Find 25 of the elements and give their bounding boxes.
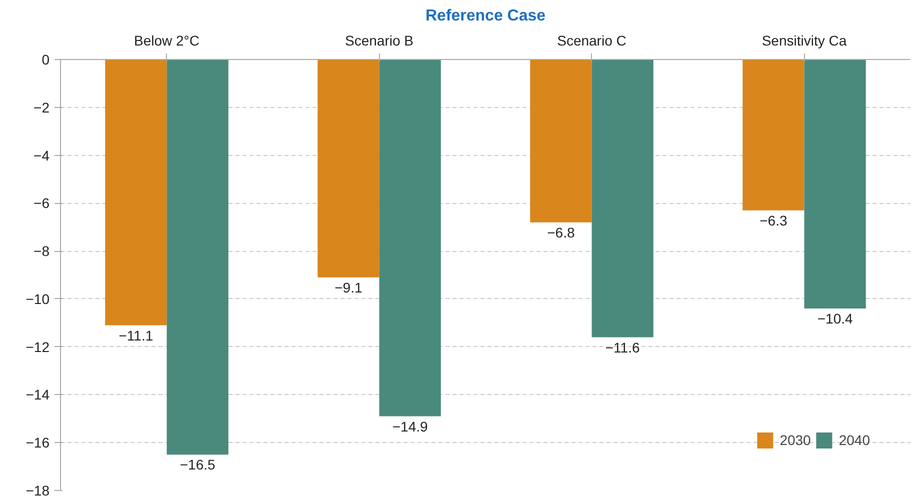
x-tick-label: Scenario C (557, 32, 626, 48)
data-label: −10.4 (817, 310, 853, 327)
data-label: −11.1 (118, 327, 154, 344)
y-tick-label: −12 (26, 338, 50, 355)
data-label: −14.9 (392, 418, 428, 434)
legend-label: 2040 (838, 432, 870, 448)
y-tick-label: −2 (34, 99, 50, 116)
y-tick-label: −14 (26, 386, 50, 403)
y-tick-label: −10 (26, 290, 50, 307)
y-tick-label: −8 (34, 243, 50, 260)
data-label: −11.6 (605, 339, 640, 356)
chart-title: Reference Case (425, 8, 546, 24)
data-label: −6.3 (760, 212, 788, 228)
x-tick-label: Below 2°C (134, 32, 200, 48)
x-tick-label: Scenario B (345, 32, 414, 48)
y-tick-label: −4 (34, 147, 50, 164)
y-tick-label: −6 (34, 195, 50, 212)
legend-label: 2030 (780, 432, 811, 448)
y-tick-label: −16 (26, 434, 50, 451)
x-tick-label: Sensitivity Ca (762, 32, 847, 48)
data-label: −9.1 (334, 279, 362, 296)
y-tick-label: 0 (42, 52, 50, 68)
data-label: −6.8 (547, 224, 575, 240)
data-label: −16.5 (180, 456, 216, 473)
y-tick-label: −18 (26, 482, 50, 498)
